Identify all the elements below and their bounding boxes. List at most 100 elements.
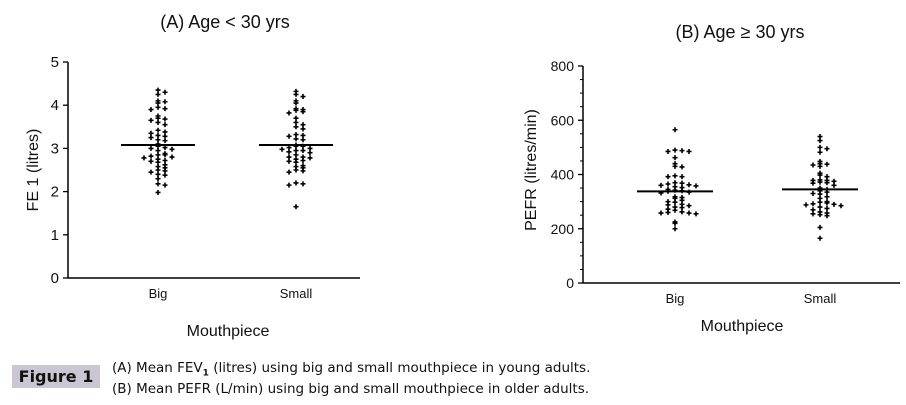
chart-b-category-label: Small bbox=[804, 291, 837, 306]
chart-b-point-small bbox=[817, 172, 823, 178]
chart-a-y-tick-label: 2 bbox=[51, 184, 59, 201]
chart-a-point-big bbox=[162, 152, 168, 158]
chart-b-point-big bbox=[686, 182, 692, 188]
chart-a-point-big bbox=[162, 138, 168, 144]
chart-b-point-big bbox=[686, 148, 692, 154]
chart-a-point-small bbox=[286, 169, 292, 175]
caption-line-a: (A) Mean FEV1 (litres) using big and sma… bbox=[112, 360, 590, 379]
chart-b-point-small bbox=[810, 190, 816, 196]
chart-a-point-big bbox=[148, 153, 154, 159]
chart-b-point-small bbox=[817, 204, 823, 210]
chart-a-point-big bbox=[148, 135, 154, 141]
chart-b-point-small bbox=[824, 161, 830, 167]
chart-a-point-big bbox=[162, 106, 168, 112]
chart-a-point-big bbox=[148, 158, 154, 164]
chart-a-point-small bbox=[300, 122, 306, 128]
chart-b-point-big bbox=[686, 203, 692, 209]
chart-a-point-small bbox=[307, 155, 313, 161]
chart-a-point-big bbox=[148, 145, 154, 151]
chart-a-y-tick-label: 4 bbox=[51, 97, 59, 114]
chart-b-point-small bbox=[817, 224, 823, 230]
chart-a-point-small bbox=[286, 110, 292, 116]
chart-a-point-big bbox=[155, 148, 161, 154]
chart-a-point-big bbox=[162, 157, 168, 163]
chart-a-point-big bbox=[162, 116, 168, 122]
chart-a-point-small bbox=[300, 132, 306, 138]
chart-a-point-big bbox=[155, 127, 161, 133]
chart-a-point-big bbox=[155, 176, 161, 182]
caption-line-b: (B) Mean PEFR (L/min) using big and smal… bbox=[112, 381, 590, 397]
chart-a-point-small bbox=[293, 107, 299, 113]
chart-b-x-label: Mouthpiece bbox=[701, 318, 784, 335]
chart-b-point-big bbox=[665, 209, 671, 215]
chart-b-point-small bbox=[810, 211, 816, 217]
chart-b-y-tick-label: 800 bbox=[551, 58, 575, 74]
chart-b-point-small bbox=[831, 201, 837, 207]
chart-b-point-small bbox=[824, 205, 830, 211]
chart-b-point-small bbox=[817, 199, 823, 205]
chart-a-point-small bbox=[300, 109, 306, 115]
chart-b-point-big bbox=[672, 127, 678, 133]
caption-a-sub: 1 bbox=[202, 368, 209, 379]
chart-a-point-big bbox=[162, 122, 168, 128]
chart-b-point-small bbox=[817, 144, 823, 150]
chart-a-point-small bbox=[300, 126, 306, 132]
chart-a-point-big bbox=[162, 133, 168, 139]
chart-a-y-tick-label: 1 bbox=[51, 227, 59, 244]
chart-a-point-small bbox=[286, 149, 292, 155]
chart-b-point-small bbox=[831, 182, 837, 188]
chart-b-point-small bbox=[817, 179, 823, 185]
chart-a-point-small bbox=[293, 132, 299, 138]
chart-b-title: (B) Age ≥ 30 yrs bbox=[676, 22, 805, 42]
chart-b-point-big bbox=[686, 210, 692, 216]
chart-b-point-big bbox=[658, 182, 664, 188]
chart-b-y-tick-label: 600 bbox=[551, 112, 575, 128]
chart-a-point-big bbox=[162, 182, 168, 188]
chart-b-point-small bbox=[824, 194, 830, 200]
chart-a-point-big bbox=[162, 168, 168, 174]
chart-b-point-small bbox=[810, 162, 816, 168]
chart-b-point-big bbox=[665, 181, 671, 187]
chart-b-point-small bbox=[824, 213, 830, 219]
chart-a-point-small bbox=[300, 148, 306, 154]
chart-a-y-label: FE 1 (litres) bbox=[25, 129, 42, 212]
chart-b-point-small bbox=[810, 201, 816, 207]
chart-b-point-small bbox=[817, 235, 823, 241]
chart-a-point-small bbox=[293, 204, 299, 210]
figure-charts: (A) Age < 30 yrs 0 1 2 3 4 5 FE 1 (litres) Mouth… bbox=[25, 12, 900, 340]
chart-a-point-big bbox=[155, 104, 161, 110]
chart-b-point-small bbox=[817, 212, 823, 218]
chart-b-point-big bbox=[672, 207, 678, 213]
chart-a-x-label: Mouthpiece bbox=[187, 323, 270, 340]
chart-b-point-big bbox=[665, 174, 671, 180]
chart-a-point-small bbox=[300, 94, 306, 100]
chart-b-point-small bbox=[838, 203, 844, 209]
chart-b-point-big bbox=[672, 147, 678, 153]
chart-b-point-small bbox=[824, 146, 830, 152]
chart-a-point-small bbox=[293, 136, 299, 142]
chart-a-point-big bbox=[155, 100, 161, 106]
chart-b-point-big bbox=[693, 183, 699, 189]
chart-b-point-big bbox=[665, 148, 671, 154]
chart-a-point-big bbox=[169, 146, 175, 152]
chart-a-point-small bbox=[286, 133, 292, 139]
chart-a-point-big bbox=[155, 167, 161, 173]
chart-b-point-small bbox=[824, 189, 830, 195]
chart-a-point-big bbox=[141, 155, 147, 161]
chart-a-point-big bbox=[162, 129, 168, 135]
chart-b-point-big bbox=[679, 174, 685, 180]
chart-a-point-big bbox=[162, 99, 168, 105]
chart-b-point-small bbox=[817, 138, 823, 144]
chart-a-point-big bbox=[155, 132, 161, 138]
chart-b-y-tick-label: 400 bbox=[551, 167, 575, 183]
chart-a-point-small bbox=[300, 137, 306, 143]
chart-a-point-small bbox=[307, 150, 313, 156]
chart-a-point-small bbox=[293, 148, 299, 154]
chart-b-point-big bbox=[672, 199, 678, 205]
chart-b-point-big bbox=[658, 210, 664, 216]
chart-a-point-small bbox=[300, 157, 306, 163]
chart-a-point-small bbox=[279, 146, 285, 152]
chart-a-point-big bbox=[162, 89, 168, 95]
caption-a-post: (litres) using big and small mouthpiece … bbox=[208, 360, 591, 376]
chart-a-category-label: Small bbox=[280, 286, 313, 301]
